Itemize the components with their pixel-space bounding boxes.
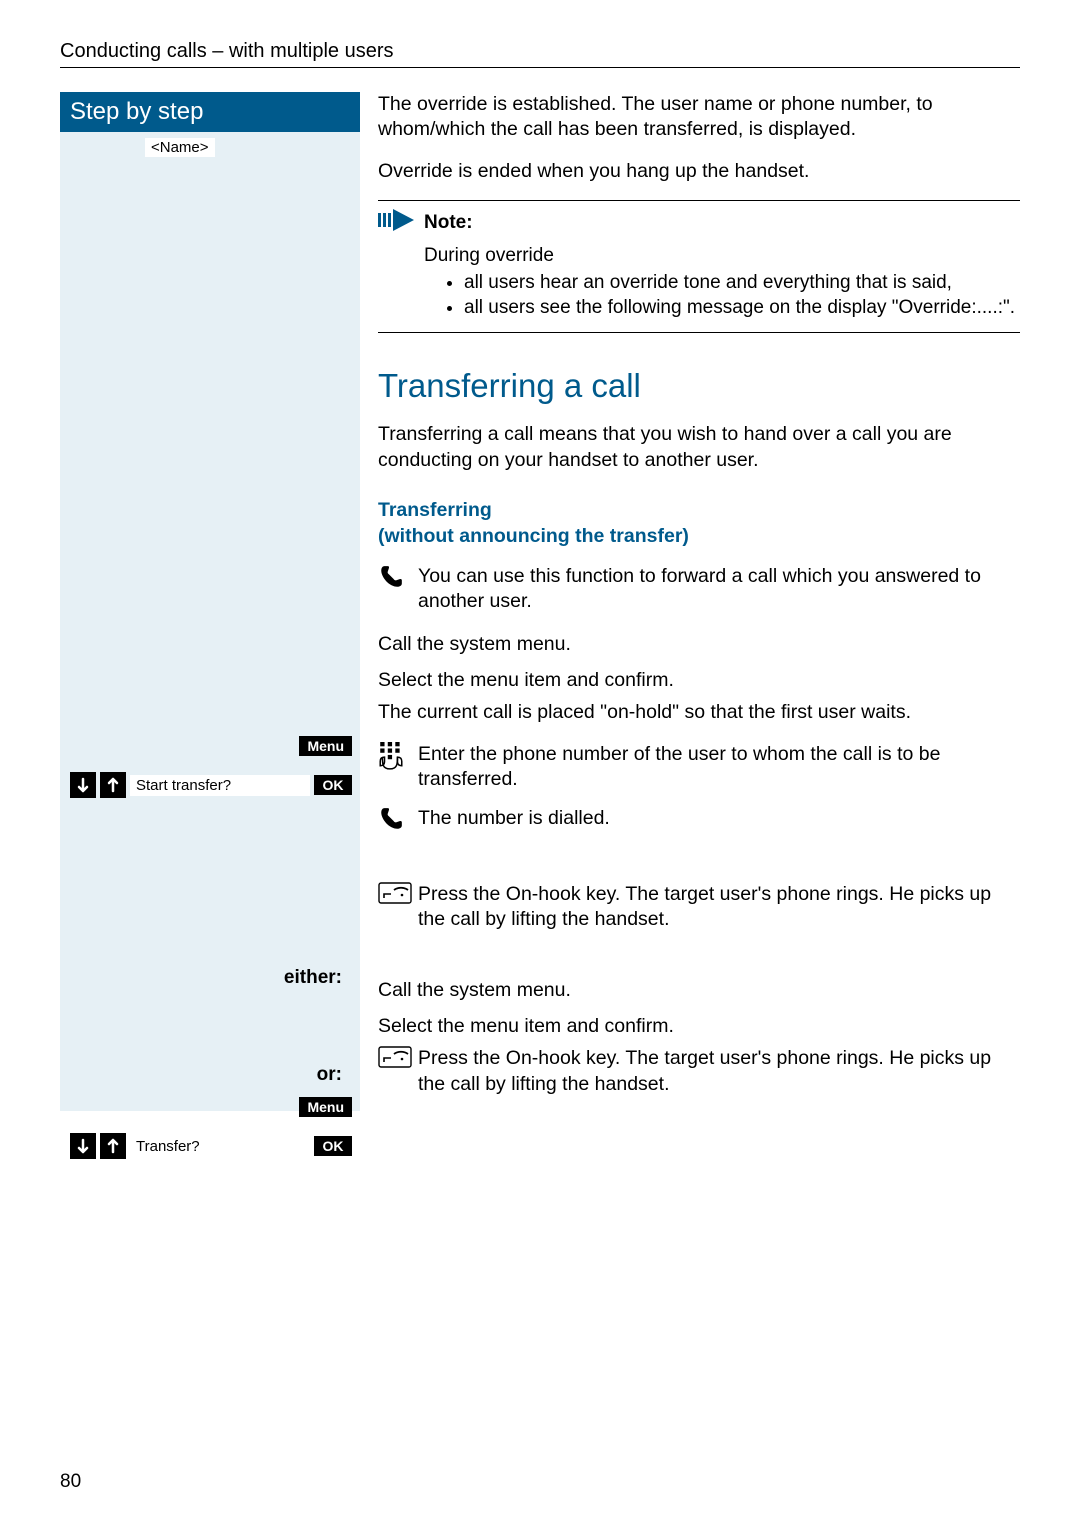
- note-bullet-2: all users see the following message on t…: [464, 296, 1020, 321]
- step-use-function: You can use this function to forward a c…: [418, 564, 1020, 615]
- step-call-menu-2: Call the system menu.: [378, 978, 571, 1003]
- step-onhook-2: Press the On-hook key. The target user's…: [418, 1046, 1020, 1097]
- step-on-hold: The current call is placed "on-hold" so …: [378, 700, 1020, 725]
- step-enter-number: Enter the phone number of the user to wh…: [418, 742, 1020, 793]
- menu-item-start-transfer: Start transfer?: [130, 775, 310, 796]
- step-onhook-1: Press the On-hook key. The target user's…: [418, 882, 1020, 933]
- up-arrow-key[interactable]: [100, 772, 126, 798]
- menu-softkey[interactable]: Menu: [299, 736, 352, 756]
- handset-icon: [378, 564, 406, 615]
- left-row-menu-1: Menu: [60, 736, 360, 756]
- page-number: 80: [60, 1471, 81, 1493]
- override-p2: Override is ended when you hang up the h…: [378, 159, 1020, 184]
- step-by-step-header: Step by step: [60, 92, 360, 132]
- keypad-icon: [378, 742, 406, 793]
- page-header: Conducting calls – with multiple users: [60, 40, 1020, 68]
- left-or-label: or:: [60, 1064, 360, 1086]
- down-arrow-key[interactable]: [70, 1133, 96, 1159]
- transfer-heading: Transferring a call: [378, 365, 1020, 408]
- note-bullet-1: all users hear an override tone and ever…: [464, 271, 1020, 296]
- menu-item-transfer: Transfer?: [130, 1136, 310, 1157]
- left-either-label: either:: [60, 967, 360, 989]
- transfer-subheading: Transferring (without announcing the tra…: [378, 497, 1020, 550]
- onhook-key-icon: [378, 1046, 406, 1097]
- name-placeholder: <Name>: [145, 138, 215, 157]
- step-select-confirm-2: Select the menu item and confirm.: [378, 1014, 674, 1039]
- sidebar: Step by step <Name> Menu Start transfer?…: [60, 92, 360, 1111]
- transfer-intro: Transferring a call means that you wish …: [378, 422, 1020, 473]
- left-row-menu-2: Menu: [60, 1097, 360, 1117]
- override-p1: The override is established. The user na…: [378, 92, 1020, 143]
- note-block: Note: During override all users hear an …: [378, 200, 1020, 333]
- step-number-dialled: The number is dialled.: [418, 806, 1020, 839]
- left-row-transfer: Transfer? OK: [60, 1133, 360, 1159]
- note-intro: During override: [424, 244, 1020, 269]
- menu-softkey[interactable]: Menu: [299, 1097, 352, 1117]
- main-content: The override is established. The user na…: [360, 92, 1020, 1111]
- handset-icon: [378, 806, 406, 839]
- down-arrow-key[interactable]: [70, 772, 96, 798]
- step-call-menu-1: Call the system menu.: [378, 632, 571, 657]
- onhook-key-icon: [378, 882, 406, 933]
- header-title: Conducting calls – with multiple users: [60, 40, 394, 62]
- ok-softkey[interactable]: OK: [314, 1136, 352, 1156]
- note-label: Note:: [424, 211, 473, 236]
- step-select-confirm-1: Select the menu item and confirm.: [378, 668, 674, 693]
- left-row-start-transfer: Start transfer? OK: [60, 772, 360, 798]
- up-arrow-key[interactable]: [100, 1133, 126, 1159]
- note-arrow-icon: [378, 209, 414, 238]
- ok-softkey[interactable]: OK: [314, 775, 352, 795]
